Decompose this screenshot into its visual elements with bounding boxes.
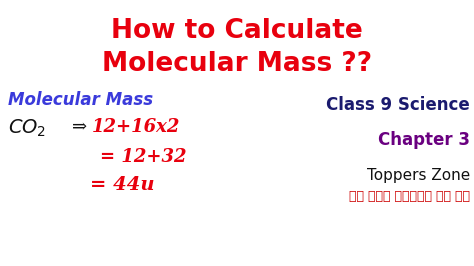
Text: = 12+32: = 12+32 [100,148,186,166]
Text: 12+16x2: 12+16x2 [92,118,181,136]
Text: $CO_2$: $CO_2$ [8,118,46,139]
Text: Chapter 3: Chapter 3 [378,131,470,149]
Text: Molecular Mass ??: Molecular Mass ?? [102,51,372,77]
Text: = 44u: = 44u [90,176,155,194]
Text: Molecular Mass: Molecular Mass [8,91,153,109]
Text: Toppers Zone: Toppers Zone [367,168,470,183]
Text: How to Calculate: How to Calculate [111,18,363,44]
Text: ⇒: ⇒ [72,118,87,136]
Text: Class 9 Science: Class 9 Science [326,96,470,114]
Text: एक कदम सफलता की ओर: एक कदम सफलता की ओर [349,190,470,203]
